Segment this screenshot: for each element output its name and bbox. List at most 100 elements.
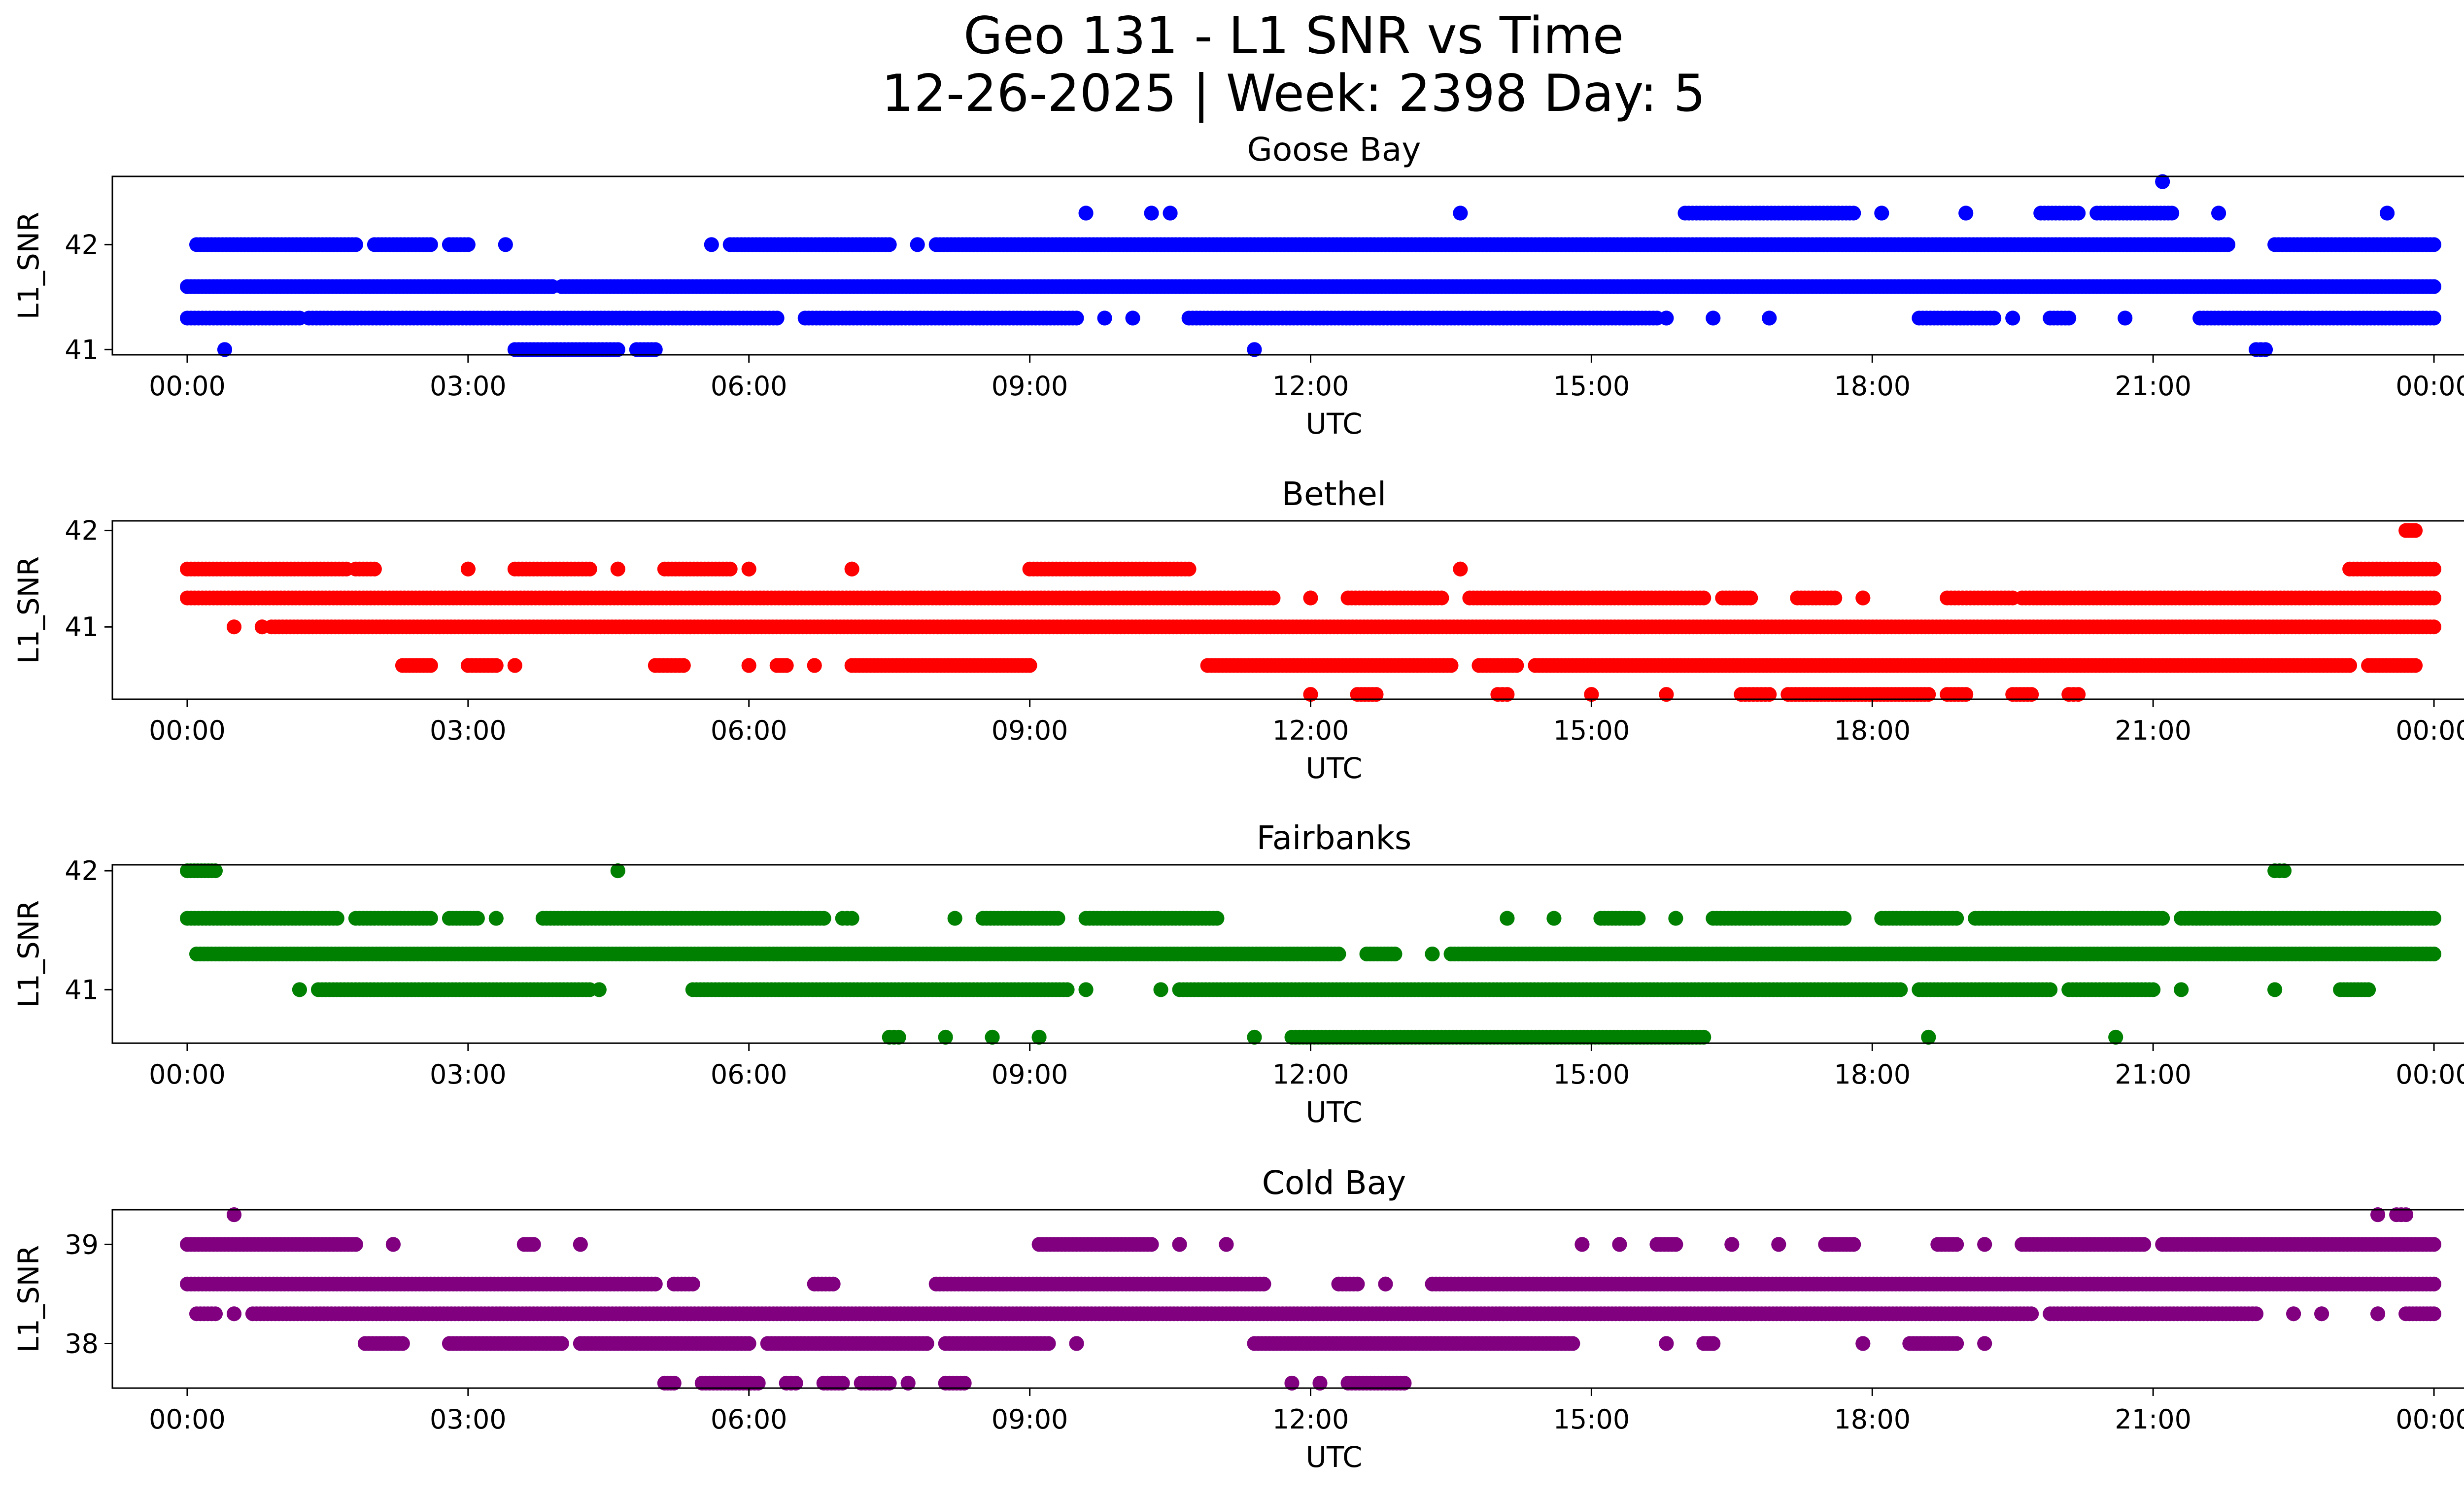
subplot-title: Bethel [1282, 475, 1387, 513]
data-point [2164, 206, 2179, 221]
data-point [1060, 982, 1075, 997]
data-point [1332, 947, 1346, 961]
data-point [423, 911, 438, 926]
x-tick-label: 09:00 [992, 371, 1068, 402]
data-point [470, 911, 485, 926]
x-tick-label: 00:00 [149, 371, 226, 402]
data-point [1023, 658, 1037, 673]
data-point [742, 562, 756, 577]
data-point [611, 562, 625, 577]
data-point [779, 658, 794, 673]
data-point [2146, 982, 2160, 997]
data-point [676, 658, 691, 673]
plot-frame [112, 176, 2464, 355]
data-point [2211, 206, 2226, 221]
y-tick-label: 41 [65, 612, 99, 643]
data-point [1126, 311, 1140, 326]
data-point [2174, 982, 2189, 997]
data-point [508, 658, 522, 673]
data-point [423, 658, 438, 673]
data-point [1453, 206, 1468, 221]
data-point [348, 237, 363, 252]
data-point [1210, 911, 1225, 926]
data-point [882, 237, 897, 252]
data-point [2061, 311, 2076, 326]
x-tick-label: 09:00 [992, 715, 1068, 746]
data-point [1154, 982, 1168, 997]
data-point [2427, 311, 2441, 326]
data-point [2427, 619, 2441, 634]
data-point [461, 237, 476, 252]
y-tick-label: 41 [65, 334, 99, 365]
data-point [1921, 1030, 1936, 1045]
data-point [2267, 982, 2282, 997]
data-point [2108, 1030, 2123, 1045]
x-tick-label: 18:00 [1834, 715, 1911, 746]
y-tick-label: 42 [65, 515, 99, 546]
data-point [227, 619, 241, 634]
chart-title-line-2: 12-26-2025 | Week: 2398 Day: 5 [882, 64, 1706, 123]
data-point [1874, 206, 1889, 221]
x-axis-label: UTC [1306, 407, 1363, 441]
data-point [1659, 311, 1674, 326]
x-axis-label: UTC [1306, 751, 1363, 785]
x-tick-label: 18:00 [1834, 371, 1911, 402]
data-point [938, 1030, 953, 1045]
x-tick-label: 06:00 [711, 715, 787, 746]
data-point [1509, 658, 1524, 673]
data-point [1425, 947, 1440, 961]
data-point [1958, 206, 1973, 221]
data-point [2427, 237, 2441, 252]
data-point [1144, 206, 1159, 221]
data-point [2408, 658, 2423, 673]
x-tick-label: 15:00 [1553, 371, 1630, 402]
data-point [1837, 911, 1851, 926]
scatter-points [180, 863, 2441, 1045]
data-point [1247, 1030, 1262, 1045]
data-point [2043, 982, 2057, 997]
data-point [2427, 279, 2441, 294]
data-point [2427, 947, 2441, 961]
data-point [770, 311, 785, 326]
data-point [1069, 311, 1084, 326]
x-tick-label: 21:00 [2115, 371, 2191, 402]
data-point [1435, 591, 1449, 606]
data-point [1893, 982, 1908, 997]
y-tick-label: 42 [65, 229, 99, 260]
data-point [461, 562, 476, 577]
x-tick-label: 12:00 [1272, 715, 1349, 746]
data-point [1949, 911, 1964, 926]
data-point [1743, 591, 1758, 606]
data-point [2221, 237, 2235, 252]
data-point [2071, 206, 2086, 221]
scatter-points [180, 523, 2441, 702]
data-point [1051, 911, 1065, 926]
x-tick-label: 15:00 [1553, 715, 1630, 746]
data-point [1846, 206, 1861, 221]
data-point [845, 911, 859, 926]
data-point [292, 982, 307, 997]
data-point [891, 1030, 906, 1045]
data-point [2427, 562, 2441, 577]
data-point [1182, 562, 1197, 577]
data-point [2005, 311, 2020, 326]
data-point [489, 911, 504, 926]
data-point [1631, 911, 1645, 926]
data-point [1303, 591, 1318, 606]
data-point [1696, 1030, 1711, 1045]
data-point [1668, 911, 1683, 926]
data-point [2361, 982, 2376, 997]
data-point [2427, 591, 2441, 606]
data-point [1696, 591, 1711, 606]
data-point [1453, 562, 1468, 577]
x-tick-label: 00:00 [2396, 715, 2464, 746]
data-point [1500, 911, 1514, 926]
data-point [1986, 311, 2001, 326]
data-point [1163, 206, 1178, 221]
data-point [2380, 206, 2395, 221]
x-tick-label: 00:00 [2396, 371, 2464, 402]
data-point [2118, 311, 2132, 326]
